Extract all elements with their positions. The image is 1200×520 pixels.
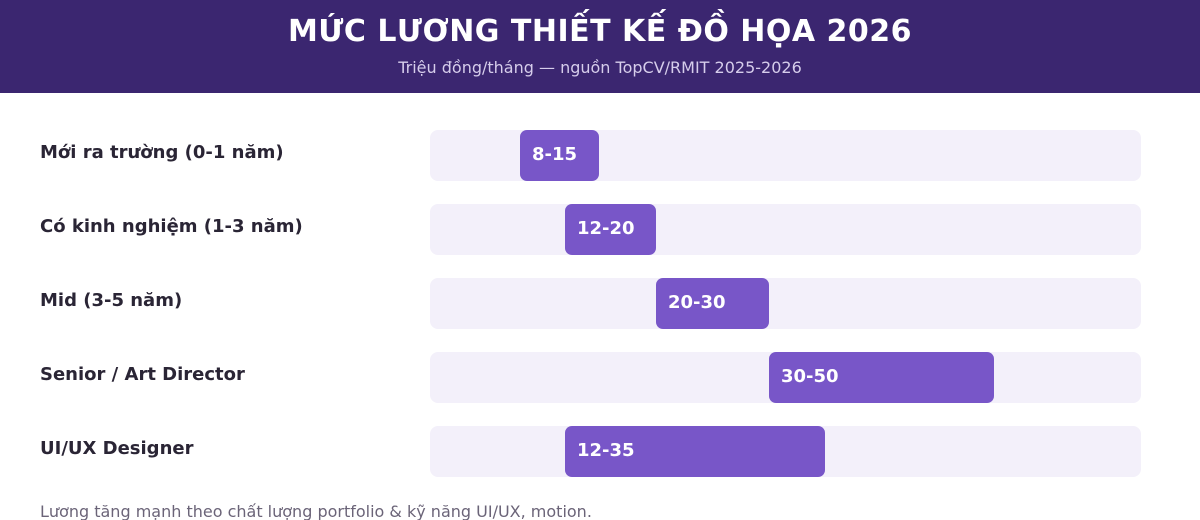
range-bar: 12-35 bbox=[565, 426, 825, 477]
bar-track: 12-35 bbox=[430, 426, 1141, 477]
chart-title: MỨC LƯƠNG THIẾT KẾ ĐỒ HỌA 2026 bbox=[287, 14, 913, 49]
category-label: Có kinh nghiệm (1-3 năm) bbox=[40, 216, 303, 237]
range-value-label: 8-15 bbox=[532, 144, 578, 165]
chart-row: UI/UX Designer 12-35 bbox=[0, 426, 1200, 477]
bar-track: 20-30 bbox=[430, 278, 1141, 329]
range-bar: 12-20 bbox=[565, 204, 656, 255]
range-value-label: 30-50 bbox=[781, 366, 839, 387]
range-value-label: 12-35 bbox=[577, 440, 635, 461]
chart-header: MỨC LƯƠNG THIẾT KẾ ĐỒ HỌA 2026 Triệu đồn… bbox=[0, 0, 1200, 93]
range-bar: 20-30 bbox=[656, 278, 769, 329]
chart-footnote: Lương tăng mạnh theo chất lượng portfoli… bbox=[40, 502, 592, 520]
category-label: UI/UX Designer bbox=[40, 438, 194, 459]
bar-track: 12-20 bbox=[430, 204, 1141, 255]
bar-track: 30-50 bbox=[430, 352, 1141, 403]
chart-row: Senior / Art Director 30-50 bbox=[0, 352, 1200, 403]
chart-subtitle: Triệu đồng/tháng — nguồn TopCV/RMIT 2025… bbox=[398, 58, 802, 77]
chart-row: Mới ra trường (0-1 năm) 8-15 bbox=[0, 130, 1200, 181]
chart-row: Mid (3-5 năm) 20-30 bbox=[0, 278, 1200, 329]
chart-row: Có kinh nghiệm (1-3 năm) 12-20 bbox=[0, 204, 1200, 255]
bar-track: 8-15 bbox=[430, 130, 1141, 181]
range-bar: 8-15 bbox=[520, 130, 599, 181]
range-bar: 30-50 bbox=[769, 352, 994, 403]
range-value-label: 20-30 bbox=[668, 292, 726, 313]
category-label: Senior / Art Director bbox=[40, 364, 245, 385]
category-label: Mới ra trường (0-1 năm) bbox=[40, 142, 284, 163]
range-value-label: 12-20 bbox=[577, 218, 635, 239]
category-label: Mid (3-5 năm) bbox=[40, 290, 183, 311]
